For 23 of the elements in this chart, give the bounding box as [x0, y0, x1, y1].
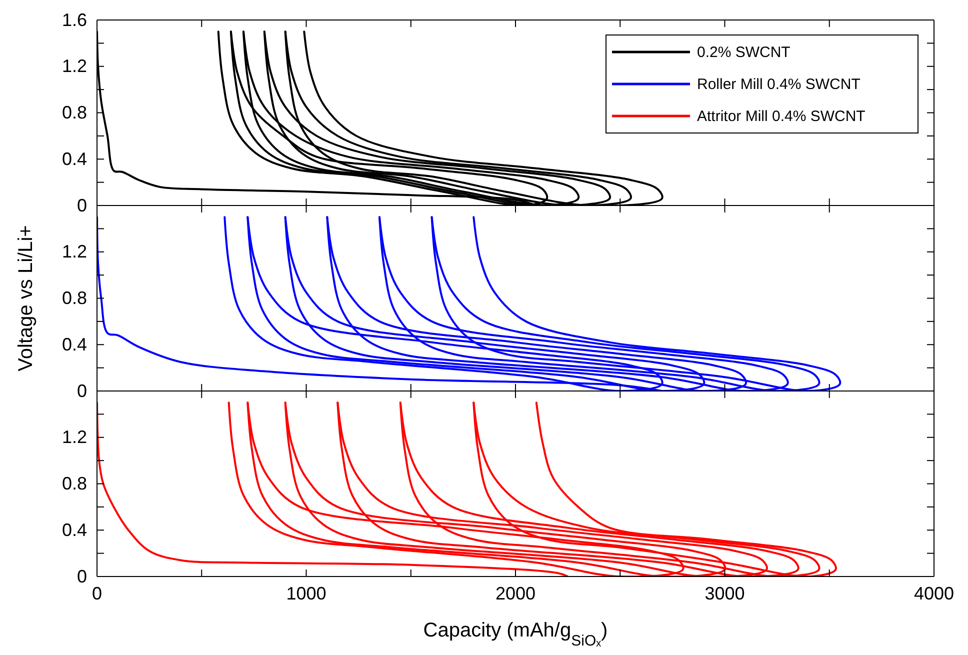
y-tick-label: 0.4 — [62, 334, 87, 354]
x-tick-label: 1000 — [286, 583, 326, 604]
y-tick-label: 0.4 — [62, 148, 87, 169]
y-tick-label: 0.4 — [62, 520, 87, 540]
y-tick-label: 0.8 — [62, 102, 87, 123]
text: Roller Mill 0.4% SWCNT — [697, 76, 860, 93]
y-tick-label: 0.8 — [62, 288, 87, 308]
y-tick-label: 1.2 — [62, 56, 87, 76]
y-tick-label: 0 — [76, 380, 87, 401]
x-tick-label: 2000 — [495, 583, 536, 604]
y-tick-label: 1.2 — [62, 427, 87, 448]
x-tick-label: 3000 — [704, 583, 745, 604]
y-tick-label: 1.6 — [62, 10, 87, 30]
y-tick-label: 1.2 — [62, 242, 87, 262]
x-tick-label: 0 — [92, 583, 102, 604]
text: Attritor Mill 0.4% SWCNT — [697, 108, 866, 125]
x-axis-title: Capacity (mAh/g$_{SiOₓ}$) — [423, 620, 608, 649]
y-tick-label: 0 — [76, 195, 87, 216]
legend-label: 0.2% SWCNT — [697, 44, 790, 61]
x-tick-label: 4000 — [914, 583, 954, 604]
y-tick-label: 0 — [76, 566, 87, 586]
y-axis-title: Voltage vs Li/Li+ — [15, 225, 37, 372]
y-tick-label: 0.8 — [62, 474, 87, 494]
